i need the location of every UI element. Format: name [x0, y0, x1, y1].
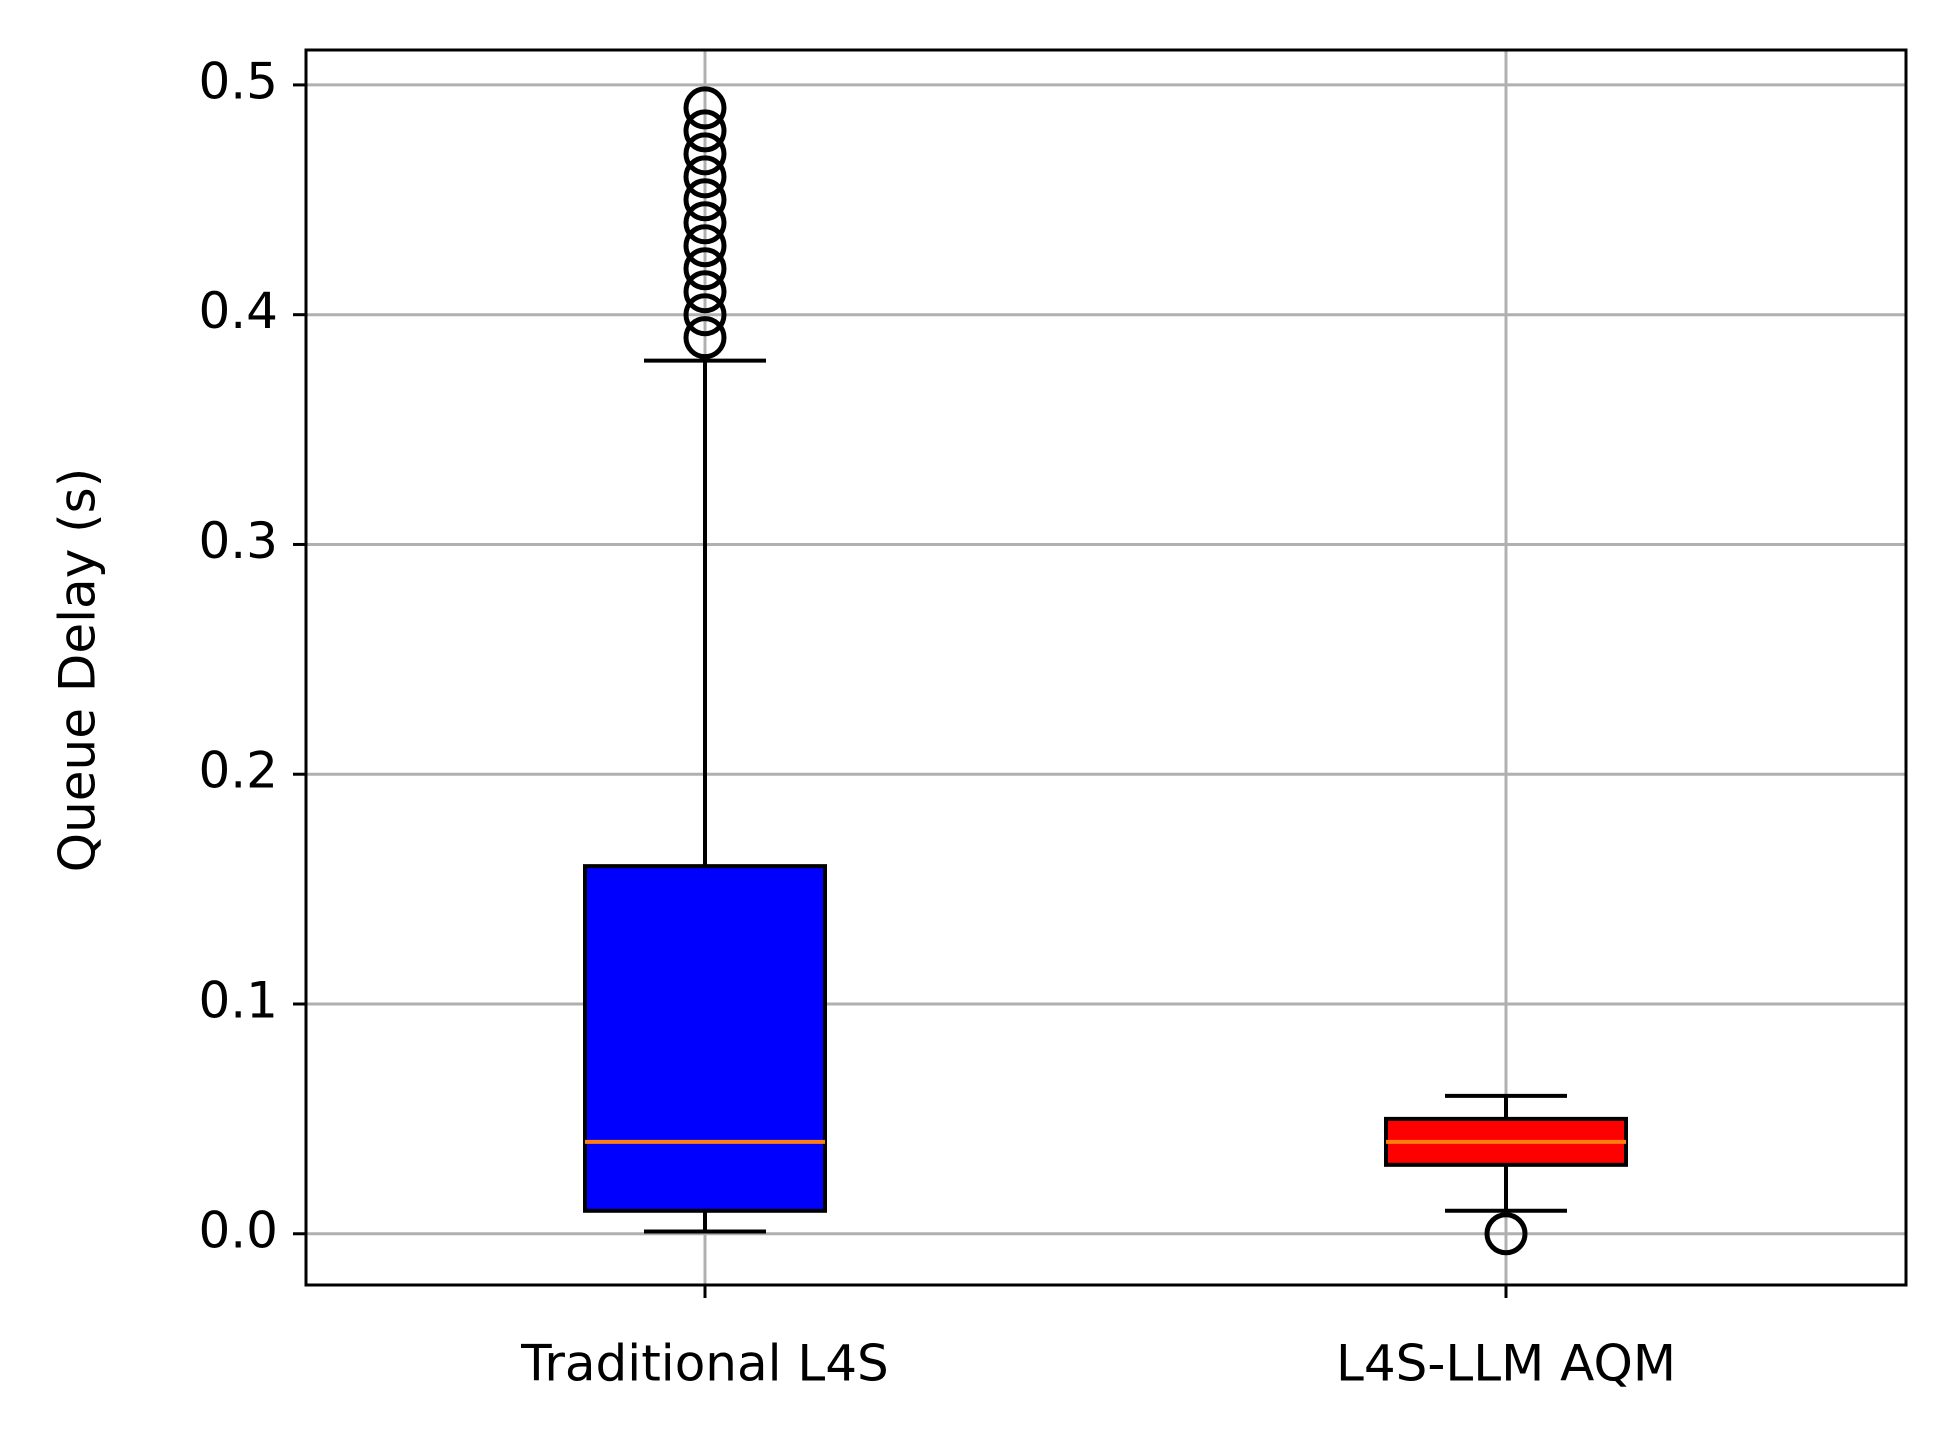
y-tick-label: 0.3	[198, 512, 278, 570]
y-tick-label: 0.2	[198, 742, 278, 800]
outlier	[1484, 1212, 1528, 1256]
outlier	[683, 132, 727, 176]
outlier	[683, 201, 727, 245]
outlier	[683, 247, 727, 291]
box	[583, 864, 827, 1213]
outlier	[683, 155, 727, 199]
outlier	[683, 316, 727, 360]
x-tick-label: Traditional L4S	[520, 1335, 889, 1393]
axes-frame	[304, 48, 1908, 1287]
y-tick-label: 0.1	[198, 971, 278, 1029]
outlier	[683, 86, 727, 130]
outlier	[683, 293, 727, 337]
y-tick-label: 0.0	[198, 1201, 278, 1259]
outlier	[683, 109, 727, 153]
y-axis-label: Queue Delay (s)	[49, 468, 107, 873]
y-tick-label: 0.5	[198, 52, 278, 110]
y-tick-label: 0.4	[198, 282, 278, 340]
outlier	[683, 224, 727, 268]
x-tick-label: L4S-LLM AQM	[1336, 1335, 1676, 1393]
outlier	[683, 178, 727, 222]
outlier	[683, 270, 727, 314]
